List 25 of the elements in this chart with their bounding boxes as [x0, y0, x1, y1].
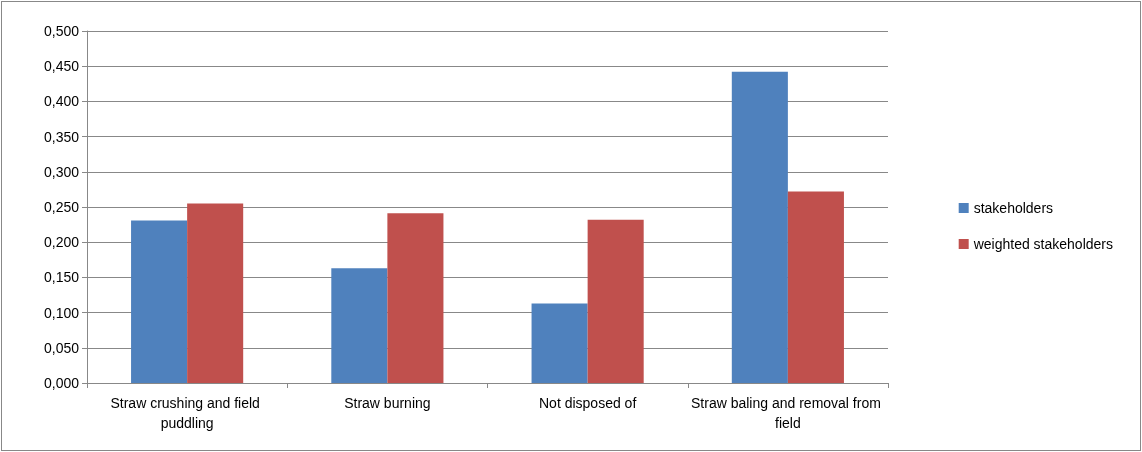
y-tick-label: 0,250 — [43, 199, 80, 215]
y-tick-label: 0,100 — [43, 304, 80, 321]
y-tick-label: 0,050 — [43, 339, 80, 356]
bar — [531, 303, 588, 383]
y-tick-label: 0,450 — [43, 58, 80, 75]
bar — [331, 268, 388, 383]
y-tick-label: 0,150 — [43, 269, 80, 286]
bar — [131, 220, 188, 383]
legend-label: weighted stakeholders — [972, 236, 1113, 252]
legend-label: stakeholders — [973, 200, 1054, 216]
bar — [387, 213, 444, 383]
y-tick-label: 0,350 — [43, 128, 80, 145]
y-tick-label: 0,000 — [43, 375, 80, 391]
y-tick-label: 0,400 — [43, 93, 80, 110]
y-tick-label: 0,500 — [43, 23, 80, 39]
bar — [587, 219, 644, 383]
x-tick-label: Not disposed of — [538, 395, 637, 411]
y-tick-label: 0,200 — [43, 234, 80, 251]
x-tick-label: Straw crushing and field puddling — [110, 395, 264, 431]
bar — [187, 203, 244, 383]
bar — [731, 71, 788, 383]
y-tick-label: 0,300 — [43, 163, 80, 180]
bar — [787, 191, 844, 383]
x-tick-label: Straw baling and removal from field — [690, 395, 885, 431]
x-tick-label: Straw burning — [344, 395, 431, 411]
